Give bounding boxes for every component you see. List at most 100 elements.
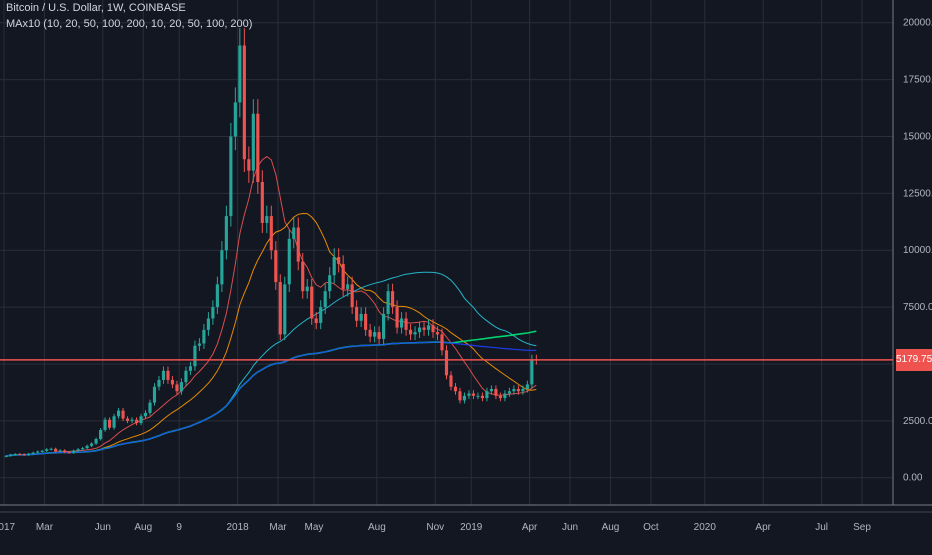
candle (99, 429, 103, 440)
candle (476, 395, 480, 397)
candle (417, 327, 422, 333)
x-tick-label: Jun (95, 522, 111, 533)
candle (328, 275, 332, 292)
x-tick-label: 2018 (226, 522, 249, 533)
candle (283, 284, 287, 335)
candle (314, 318, 318, 324)
y-tick-label: 20000.00 (903, 18, 932, 29)
y-tick-label: 2500.00 (903, 416, 932, 427)
y-tick-label: 17500.00 (903, 75, 932, 86)
candle (274, 250, 278, 283)
candle (449, 375, 453, 387)
candle (175, 384, 179, 392)
candle (45, 449, 49, 451)
candle (516, 388, 520, 392)
x-tick-label: May (305, 522, 324, 533)
candle (467, 393, 471, 396)
last-price-badge: 5179.75 (896, 348, 932, 371)
candle (211, 307, 215, 319)
x-tick-label: Apr (755, 522, 771, 533)
candle (31, 452, 35, 454)
candle (453, 386, 458, 392)
candle (67, 452, 71, 454)
candle (197, 343, 201, 346)
candle (247, 159, 251, 171)
candle (242, 45, 246, 160)
candle (63, 450, 67, 453)
candle (404, 318, 408, 330)
candle (251, 113, 255, 171)
candle (400, 318, 404, 328)
candle (116, 410, 121, 417)
x-tick-label: 2019 (460, 522, 483, 533)
x-tick-label: 2020 (694, 522, 717, 533)
candle (395, 307, 399, 328)
candle (431, 325, 435, 333)
candle (359, 313, 363, 321)
candle (512, 388, 516, 392)
x-tick-label: 2017 (0, 522, 16, 533)
candle (521, 388, 525, 392)
candle (233, 102, 237, 137)
candle (4, 455, 8, 457)
candle (530, 359, 534, 385)
candle (440, 334, 444, 351)
x-tick-label: Aug (602, 522, 620, 533)
candle (18, 454, 22, 456)
candle (94, 439, 98, 444)
y-tick-label: 0.00 (903, 473, 923, 484)
candle (27, 453, 31, 455)
candle (139, 416, 143, 424)
candle (9, 454, 13, 456)
candle (224, 216, 228, 251)
candle (310, 286, 314, 319)
candle (422, 327, 426, 330)
candle (188, 366, 193, 371)
y-tick-label: 7500.00 (903, 302, 932, 313)
x-tick-label: Aug (134, 522, 152, 533)
candle (49, 448, 53, 450)
candle (458, 391, 462, 401)
x-tick-label: Mar (36, 522, 54, 533)
x-tick-label: Nov (426, 522, 444, 533)
candle (121, 410, 125, 419)
candle (413, 332, 417, 335)
candle (152, 386, 157, 403)
candle (494, 388, 498, 396)
x-tick-label: Mar (269, 522, 287, 533)
candle (391, 291, 395, 308)
candle (125, 418, 130, 421)
candle (507, 391, 511, 394)
candle (134, 419, 139, 424)
candle (444, 350, 449, 376)
candle (184, 370, 188, 383)
candle (435, 332, 440, 335)
candle (36, 451, 40, 453)
candle (337, 257, 341, 264)
candle (166, 370, 170, 380)
candle (238, 45, 242, 103)
ma-10-line (6, 155, 537, 457)
candle (256, 113, 260, 182)
candle (382, 313, 386, 339)
candle (408, 329, 413, 335)
candle (485, 391, 489, 399)
candle (287, 238, 291, 285)
candle (179, 382, 184, 392)
indicator-title: MAx10 (10, 20, 50, 100, 200, 10, 20, 50,… (6, 18, 253, 30)
x-tick-label: Sep (853, 522, 871, 533)
candle (346, 284, 350, 289)
candle (76, 449, 80, 451)
candle (471, 393, 476, 396)
ma-200-line (6, 341, 537, 457)
candle (319, 307, 323, 324)
y-tick-label: 12500.00 (903, 188, 932, 199)
candle (305, 286, 309, 292)
candle (489, 388, 493, 392)
candle (332, 257, 336, 276)
candle (301, 261, 305, 292)
candle (498, 395, 502, 399)
